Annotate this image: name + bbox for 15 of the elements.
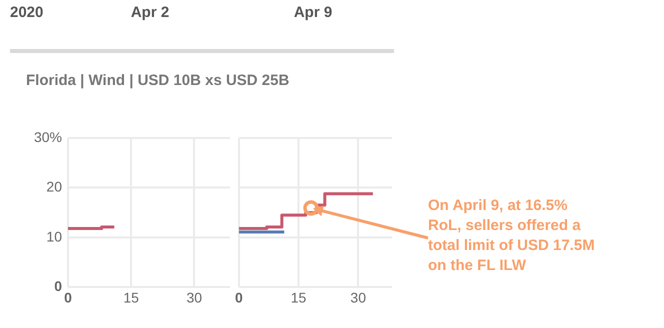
y-tick-label: 20 — [46, 178, 62, 195]
x-tick-label: 0 — [234, 289, 243, 306]
chart-title: Apr 9 — [292, 4, 334, 21]
text: 2020 — [10, 4, 44, 21]
x-tick-label: 30 — [186, 289, 202, 306]
x-tick-label: 0 — [64, 289, 72, 306]
y-tick-label: 10 — [46, 228, 62, 244]
text: On April 9, at 16.5% RoL, sellers offered a total limit of USD 17.5M on the FL ILW — [428, 196, 596, 276]
y-tick-label: 0 — [54, 278, 62, 294]
chart-subtitle: Florida | Wind | USD 10B xs USD 25B — [26, 72, 290, 89]
x-tick-label: 30 — [350, 289, 366, 306]
x-tick-label: 15 — [290, 289, 307, 306]
chart-title: Apr 2 — [130, 4, 170, 21]
y-tick-label: 30% — [34, 128, 62, 145]
x-tick-label: 15 — [123, 289, 140, 306]
